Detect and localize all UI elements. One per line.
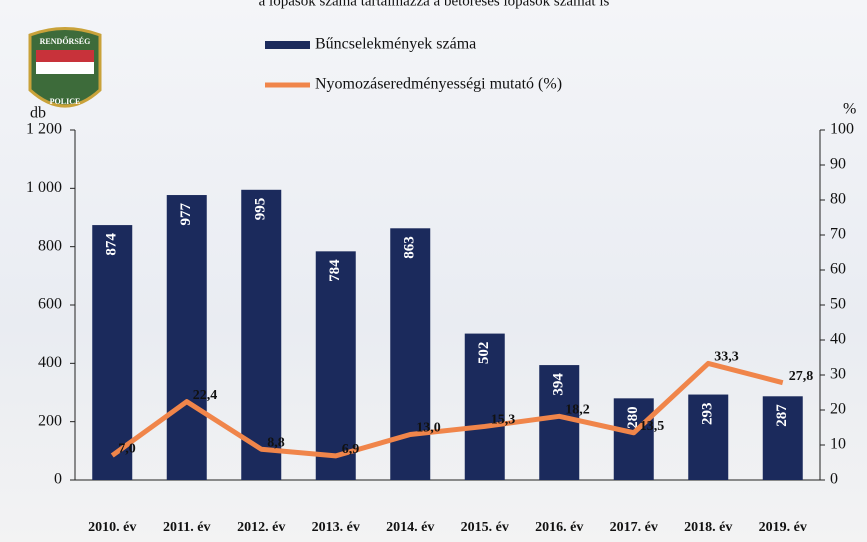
line-value-label: 13,5 bbox=[640, 419, 665, 434]
bar bbox=[390, 228, 430, 480]
bar-value-label: 502 bbox=[476, 342, 492, 365]
y-tick-label: 800 bbox=[38, 237, 62, 254]
y2-tick-label: 70 bbox=[830, 226, 846, 243]
line-value-label: 27,8 bbox=[789, 369, 814, 384]
logo-stripe bbox=[36, 62, 94, 74]
line-value-label: 7,0 bbox=[118, 442, 136, 457]
x-tick-label: 2014. év bbox=[386, 520, 434, 535]
y2-tick-label: 10 bbox=[830, 436, 846, 453]
y2-tick-label: 0 bbox=[830, 471, 838, 488]
legend-label: Bűncselekmények száma bbox=[315, 36, 476, 53]
bar-value-label: 287 bbox=[774, 404, 790, 427]
legend-swatch bbox=[265, 41, 310, 49]
line-value-label: 8,8 bbox=[267, 435, 285, 450]
bar bbox=[167, 195, 207, 480]
y-tick-label: 400 bbox=[38, 354, 62, 371]
y2-tick-label: 100 bbox=[830, 121, 854, 138]
logo-bottom: POLICE bbox=[50, 97, 81, 106]
y2-tick-label: 30 bbox=[830, 366, 846, 383]
y-tick-label: 600 bbox=[38, 296, 62, 313]
bar-value-label: 995 bbox=[253, 198, 269, 221]
x-tick-label: 2012. év bbox=[237, 520, 285, 535]
x-tick-label: 2017. év bbox=[610, 520, 658, 535]
y2-tick-label: 40 bbox=[830, 331, 846, 348]
y2-tick-label: 80 bbox=[830, 191, 846, 208]
y-tick-label: 200 bbox=[38, 412, 62, 429]
x-tick-label: 2011. év bbox=[163, 520, 210, 535]
x-tick-label: 2018. év bbox=[684, 520, 732, 535]
logo-stripe bbox=[36, 50, 94, 62]
bar-value-label: 784 bbox=[327, 259, 343, 282]
y-axis-label: db bbox=[30, 105, 46, 122]
line-value-label: 6,9 bbox=[342, 442, 360, 457]
x-tick-label: 2013. év bbox=[312, 520, 360, 535]
bar-value-label: 874 bbox=[104, 233, 120, 256]
y-tick-label: 1 000 bbox=[26, 179, 62, 196]
x-tick-label: 2010. év bbox=[88, 520, 136, 535]
chart: a lopások száma tartalmazza a betöréses … bbox=[0, 0, 867, 542]
line-value-label: 33,3 bbox=[714, 350, 739, 365]
logo-top: RENDŐRSÉG bbox=[40, 36, 91, 46]
line-value-label: 15,3 bbox=[491, 413, 516, 428]
y2-axis-label: % bbox=[843, 101, 856, 118]
y2-tick-label: 20 bbox=[830, 401, 846, 418]
y2-tick-label: 60 bbox=[830, 261, 846, 278]
line bbox=[112, 363, 783, 455]
line-value-label: 22,4 bbox=[193, 388, 218, 403]
x-tick-label: 2016. év bbox=[535, 520, 583, 535]
y2-tick-label: 50 bbox=[830, 296, 846, 313]
y-tick-label: 1 200 bbox=[26, 121, 62, 138]
bar-value-label: 977 bbox=[178, 203, 194, 226]
x-tick-label: 2015. év bbox=[461, 520, 509, 535]
y2-tick-label: 90 bbox=[830, 156, 846, 173]
legend-label: Nyomozáseredményességi mutató (%) bbox=[315, 76, 562, 93]
bar-value-label: 293 bbox=[700, 403, 716, 426]
line-value-label: 13,0 bbox=[416, 421, 441, 436]
y-tick-label: 0 bbox=[54, 471, 62, 488]
bar-value-label: 394 bbox=[551, 373, 567, 396]
bar-value-label: 863 bbox=[402, 236, 418, 259]
line-value-label: 18,2 bbox=[565, 403, 590, 418]
chart-title: a lopások száma tartalmazza a betöréses … bbox=[259, 0, 610, 9]
logo: RENDŐRSÉG POLICE bbox=[30, 29, 100, 107]
x-tick-label: 2019. év bbox=[759, 520, 807, 535]
